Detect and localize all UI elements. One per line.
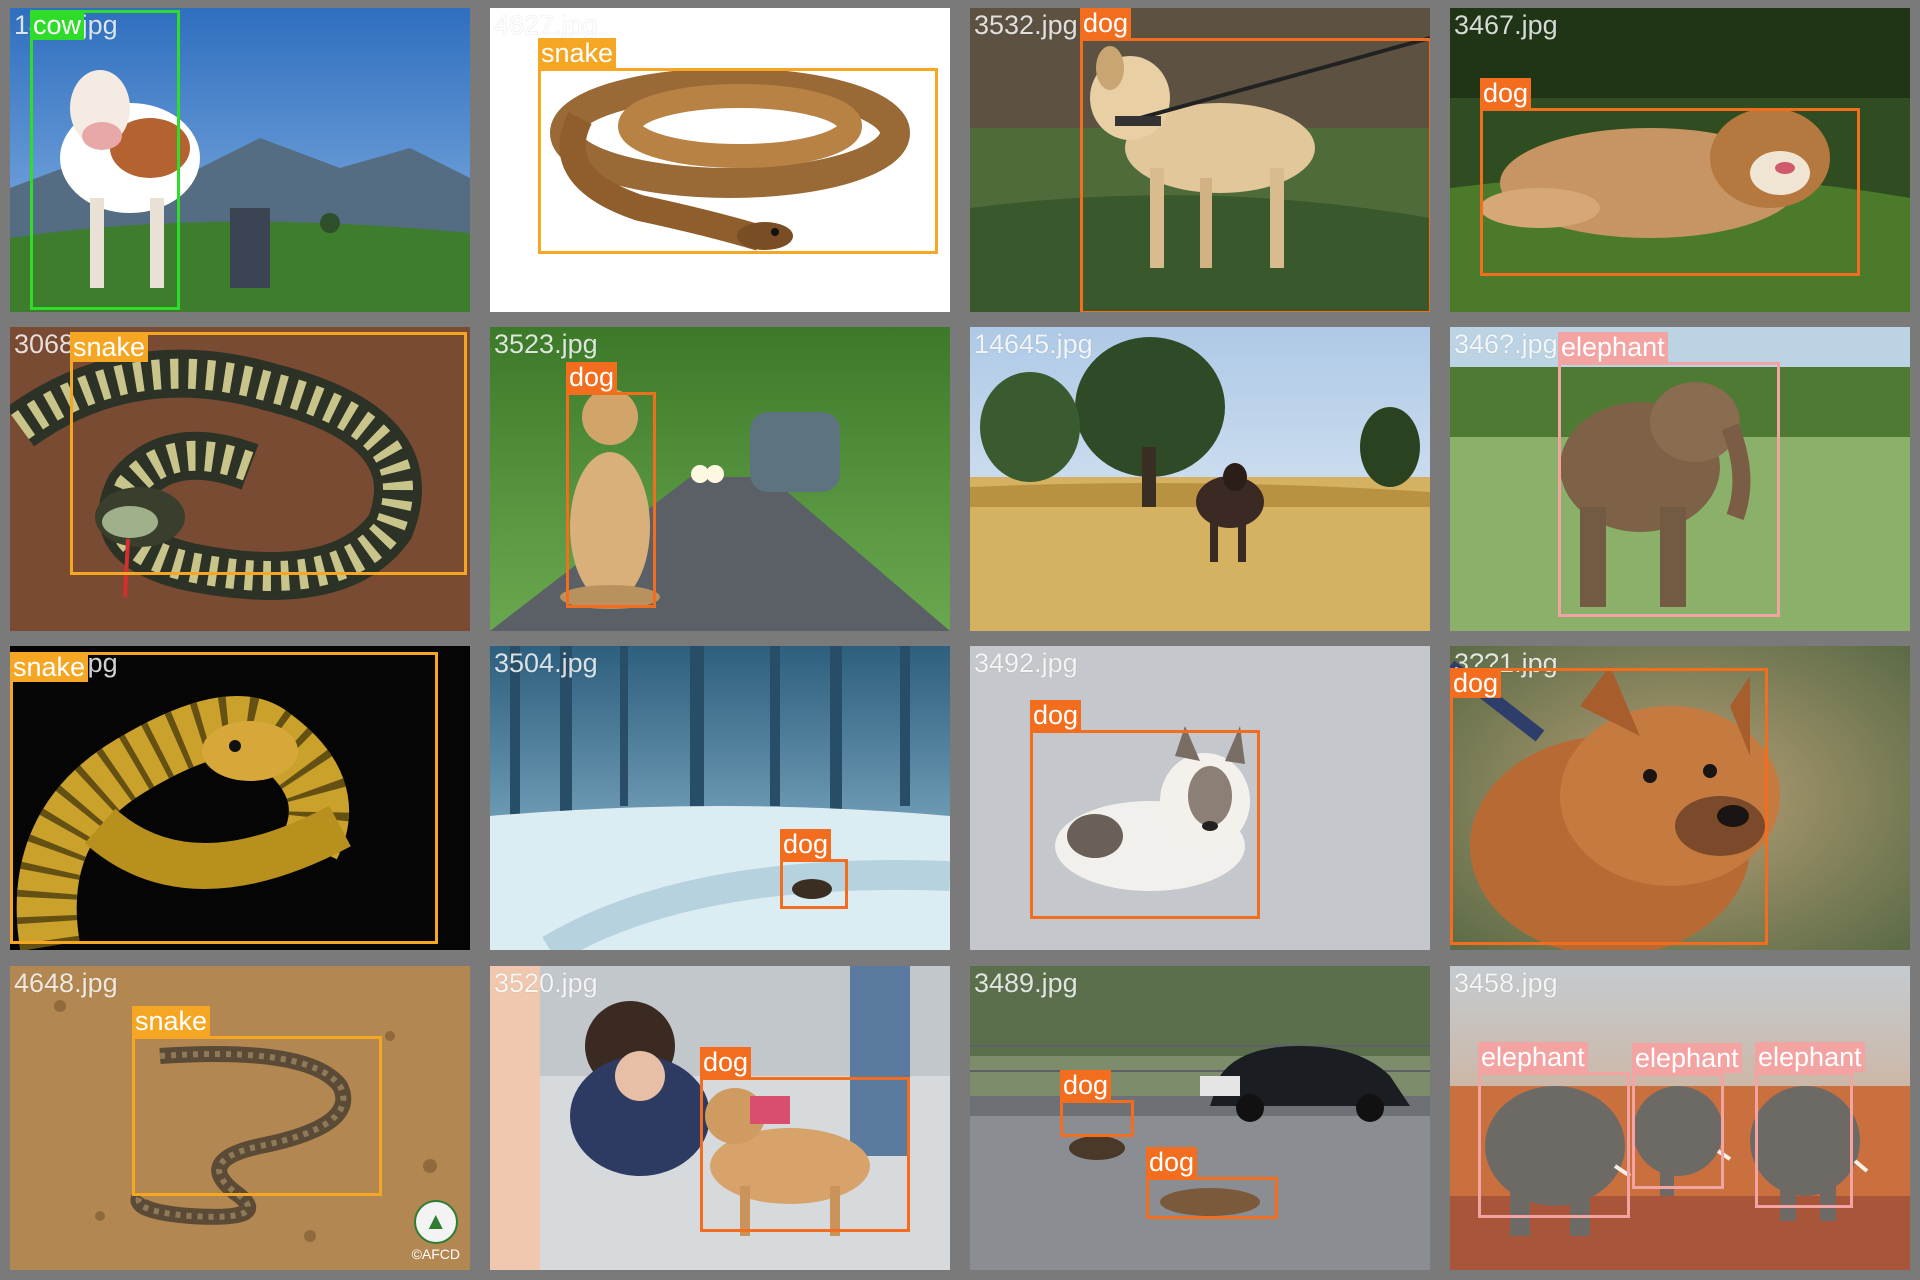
file-name-label: 3467.jpg xyxy=(1454,10,1558,40)
detection-label-elephant: elephant xyxy=(1478,1042,1588,1072)
detection-box-dog xyxy=(1480,108,1860,276)
detection-box-dog xyxy=(566,392,656,608)
photo-snake-coil xyxy=(10,327,470,631)
image-tile: 4648.jpg snake ▲ ©AFCD xyxy=(10,966,470,1270)
file-name-label: 3492.jpg xyxy=(974,648,1078,678)
detection-label-dog: dog xyxy=(700,1047,752,1077)
photo-dog-leash xyxy=(970,8,1430,312)
detection-box-elephant xyxy=(1632,1073,1724,1189)
detection-label-elephant: elephant xyxy=(1755,1042,1865,1072)
file-name-label: 3489.jpg xyxy=(974,968,1078,998)
detection-label-snake: snake xyxy=(10,652,89,682)
detection-label-snake: snake xyxy=(132,1006,211,1036)
image-tile: 3532.jpg dog xyxy=(970,8,1430,312)
detection-label-dog: dog xyxy=(1080,8,1132,38)
detection-label-dog: dog xyxy=(1060,1070,1112,1100)
photo-snake-yellow xyxy=(10,646,470,950)
file-name-label: 4648.jpg xyxy=(14,968,118,998)
image-tile: 14??.jpgcow xyxy=(10,8,470,312)
photo-cow xyxy=(10,8,470,312)
photo-street-dogs xyxy=(970,966,1430,1270)
photo-elephant-herd xyxy=(1450,966,1910,1270)
image-tile: 3520.jpg dog xyxy=(490,966,950,1270)
detection-label-elephant: elephant xyxy=(1558,332,1668,362)
image-tile: 14645.jpg xyxy=(970,327,1430,631)
detection-box-snake xyxy=(538,68,938,254)
detection-box-dog xyxy=(1146,1177,1278,1219)
detection-box-dog xyxy=(1450,668,1768,945)
detection-box-dog xyxy=(780,859,848,909)
image-tile: 3458.jpg elephant elephant elephant xyxy=(1450,966,1910,1270)
detection-label-dog: dog xyxy=(1030,700,1082,730)
image-tile: 3492.jpg dog xyxy=(970,646,1430,950)
detection-label-elephant: elephant xyxy=(1632,1043,1742,1073)
photo-snake-dirt xyxy=(10,966,470,1270)
detection-label-snake: snake xyxy=(70,332,149,362)
image-tile: 3523.jpg dog xyxy=(490,327,950,631)
detection-box-dog xyxy=(1030,730,1260,919)
detection-box-dog xyxy=(1080,38,1430,312)
detection-box-snake xyxy=(10,652,438,944)
file-name-label: 346?.jpg xyxy=(1454,329,1558,359)
detection-box-dog xyxy=(1060,1100,1134,1137)
photo-field-cow xyxy=(970,327,1430,631)
detection-label-dog: dog xyxy=(566,362,618,392)
detection-box-cow xyxy=(30,10,180,310)
photo-woman-dog xyxy=(490,966,950,1270)
photo-dog-face xyxy=(1450,646,1910,950)
tree-seal-icon: ▲ xyxy=(413,1200,458,1244)
detection-label-snake: snake xyxy=(538,38,617,68)
detection-label-dog: dog xyxy=(780,829,832,859)
photo-elephant-grass xyxy=(1450,327,1910,631)
detection-box-elephant xyxy=(1558,362,1780,617)
watermark-text: ©AFCD xyxy=(411,1246,460,1262)
photo-dog-lying xyxy=(1450,8,1910,312)
image-tile: 346?.jpg elephant xyxy=(1450,327,1910,631)
file-name-label: 3523.jpg xyxy=(494,329,598,359)
file-name-label: 3504.jpg xyxy=(494,648,598,678)
file-name-label: 14645.jpg xyxy=(974,329,1093,359)
file-name-label: 3520.jpg xyxy=(494,968,598,998)
detection-box-dog xyxy=(700,1077,910,1232)
file-name-label: 3458.jpg xyxy=(1454,968,1558,998)
watermark: ▲ ©AFCD xyxy=(412,1200,460,1262)
image-tile: 3504.jpg dog xyxy=(490,646,950,950)
detection-label-dog: dog xyxy=(1450,668,1502,698)
detection-label-dog: dog xyxy=(1146,1147,1198,1177)
file-name-label: 3532.jpg xyxy=(974,10,1078,40)
detection-box-elephant xyxy=(1478,1072,1630,1218)
detection-box-snake xyxy=(132,1036,382,1196)
detection-label-dog: dog xyxy=(1480,78,1532,108)
image-tile: 3467.jpg dog xyxy=(1450,8,1910,312)
photo-forest-snow xyxy=(490,646,950,950)
image-tile: 3??1.jpg dog xyxy=(1450,646,1910,950)
photo-dog-road xyxy=(490,327,950,631)
image-tile: 4627.jpg snake xyxy=(490,8,950,312)
image-tile: 3489.jpg dog dog xyxy=(970,966,1430,1270)
image-tile: 3068.jpg snake xyxy=(10,327,470,631)
detection-label-cow: cow xyxy=(30,10,85,40)
detection-box-elephant xyxy=(1755,1072,1853,1208)
detection-box-snake xyxy=(70,332,467,575)
file-name-label: 4627.jpg xyxy=(494,10,598,40)
photo-dog-white xyxy=(970,646,1430,950)
